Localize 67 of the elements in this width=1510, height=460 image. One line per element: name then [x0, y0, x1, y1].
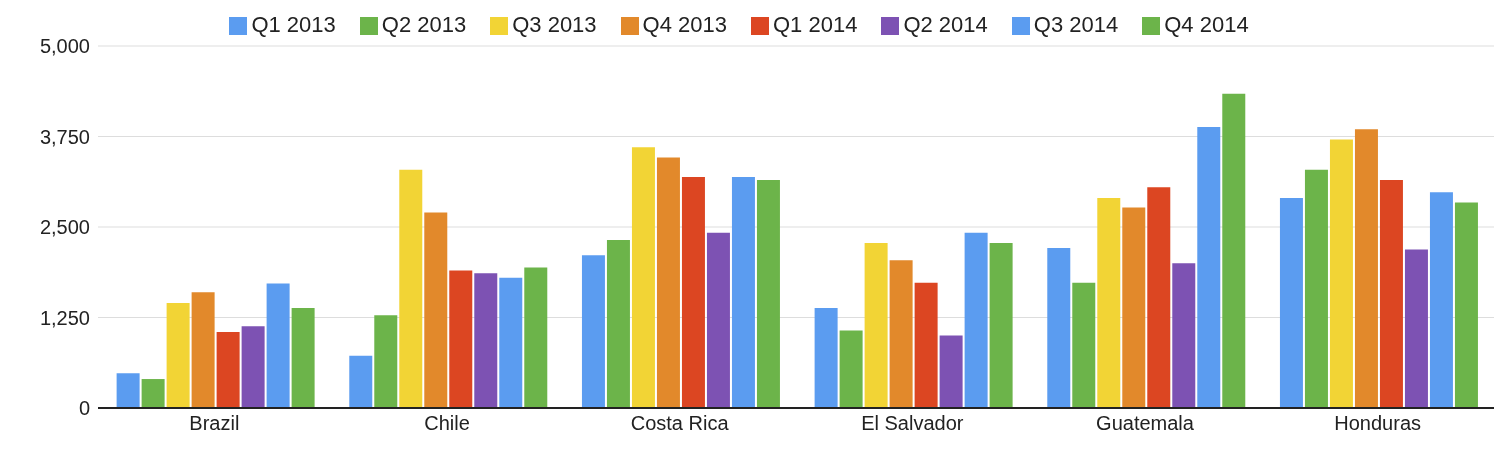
bar: [524, 267, 548, 408]
bar: [1147, 187, 1171, 408]
bar: [449, 270, 473, 408]
legend-label: Q4 2014: [1164, 12, 1249, 37]
bar: [1454, 202, 1478, 408]
bar: [964, 232, 988, 408]
bar: [864, 242, 888, 408]
legend-label: Q2 2014: [903, 12, 988, 37]
bar: [1429, 192, 1453, 408]
bar: [349, 355, 373, 408]
bar: [1222, 93, 1246, 408]
bar: [399, 169, 423, 408]
bar: [291, 308, 315, 408]
x-tick-label: El Salvador: [861, 412, 964, 435]
bar: [1404, 249, 1428, 408]
legend-label: Q3 2014: [1033, 12, 1119, 37]
y-tick-label: 2,500: [39, 216, 90, 239]
legend-label: Q4 2013: [642, 12, 727, 37]
bar: [1379, 179, 1403, 408]
y-tick-label: 1,250: [39, 306, 90, 329]
x-tick-label: Chile: [424, 412, 470, 435]
y-tick-label: 0: [78, 397, 90, 420]
bar: [656, 157, 680, 408]
bar: [731, 177, 755, 408]
bar: [914, 282, 938, 408]
x-tick-label: Guatemala: [1096, 412, 1195, 435]
bar: [1072, 282, 1096, 408]
bar: [1329, 139, 1353, 408]
bar: [1197, 127, 1221, 408]
bar: [141, 379, 165, 408]
legend-label: Q1 2013: [251, 12, 336, 37]
bar: [889, 260, 913, 408]
bar: [681, 177, 705, 408]
bar: [474, 273, 498, 408]
bar: [216, 331, 240, 408]
bar: [756, 179, 780, 408]
y-tick-label: 5,000: [39, 35, 90, 58]
bar: [499, 277, 523, 408]
bar: [1097, 198, 1121, 408]
bar: [1304, 169, 1328, 408]
bar: [424, 212, 448, 408]
bar: [1354, 129, 1378, 408]
bar: [581, 255, 605, 408]
bar: [814, 308, 838, 408]
bar: [631, 147, 655, 408]
legend-label: Q2 2013: [381, 12, 467, 37]
bar: [606, 240, 630, 408]
bar: [989, 242, 1013, 408]
bar: [1047, 248, 1071, 408]
bar: [706, 232, 730, 408]
bar: [266, 283, 290, 408]
legend-label: Q3 2013: [512, 12, 597, 37]
bar: [374, 315, 398, 408]
bar: [839, 330, 863, 408]
bar: [166, 303, 190, 408]
bar: [939, 335, 963, 408]
bar: [191, 292, 215, 408]
bar: [1122, 207, 1146, 408]
bar: [241, 326, 265, 408]
x-tick-label: Costa Rica: [630, 412, 730, 435]
legend-label: Q1 2014: [773, 12, 858, 37]
bar: [116, 373, 140, 408]
y-tick-label: 3,750: [39, 125, 90, 148]
bar: [1279, 198, 1303, 408]
bar: [1172, 263, 1196, 408]
x-tick-label: Brazil: [189, 412, 240, 435]
x-tick-label: Honduras: [1334, 412, 1422, 435]
